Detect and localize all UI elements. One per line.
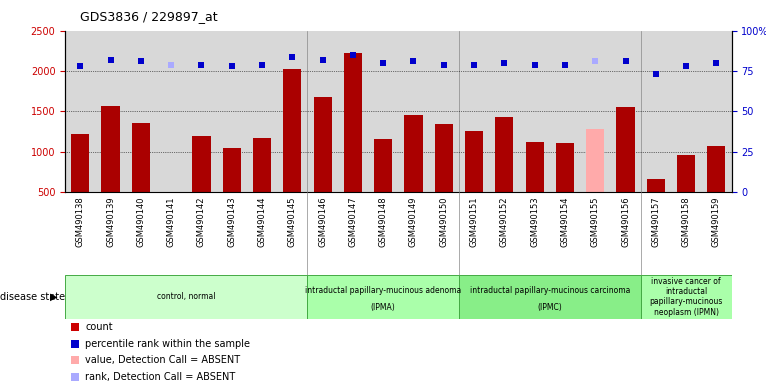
Text: GSM490156: GSM490156 bbox=[621, 196, 630, 247]
Text: GSM490151: GSM490151 bbox=[470, 196, 479, 247]
Text: count: count bbox=[85, 321, 113, 331]
Text: disease state: disease state bbox=[0, 291, 65, 302]
Bar bbox=[586, 129, 604, 192]
Bar bbox=[404, 115, 423, 192]
Text: (IPMC): (IPMC) bbox=[538, 303, 562, 312]
Text: GSM490154: GSM490154 bbox=[561, 196, 569, 247]
Text: intraductal papillary-mucinous adenoma: intraductal papillary-mucinous adenoma bbox=[305, 286, 461, 295]
Text: GSM490149: GSM490149 bbox=[409, 196, 418, 247]
Bar bbox=[617, 107, 634, 192]
Text: GSM490140: GSM490140 bbox=[136, 196, 146, 247]
Text: GSM490142: GSM490142 bbox=[197, 196, 206, 247]
Bar bbox=[434, 124, 453, 192]
Text: GSM490150: GSM490150 bbox=[439, 196, 448, 247]
Text: GSM490139: GSM490139 bbox=[106, 196, 115, 247]
Text: GDS3836 / 229897_at: GDS3836 / 229897_at bbox=[80, 10, 218, 23]
Text: GSM490157: GSM490157 bbox=[651, 196, 660, 247]
Text: GSM490152: GSM490152 bbox=[500, 196, 509, 247]
Text: GSM490159: GSM490159 bbox=[712, 196, 721, 247]
Text: GSM490145: GSM490145 bbox=[288, 196, 296, 247]
Bar bbox=[132, 122, 150, 192]
Bar bbox=[647, 179, 665, 192]
Text: GSM490138: GSM490138 bbox=[76, 196, 85, 247]
Bar bbox=[344, 53, 362, 192]
Text: control, normal: control, normal bbox=[157, 292, 215, 301]
Text: GSM490141: GSM490141 bbox=[167, 196, 175, 247]
Bar bbox=[640, 275, 732, 319]
Bar bbox=[465, 131, 483, 192]
Bar bbox=[65, 275, 307, 319]
Text: GSM490146: GSM490146 bbox=[318, 196, 327, 247]
Bar bbox=[253, 138, 271, 192]
Bar bbox=[192, 136, 211, 192]
Bar bbox=[313, 97, 332, 192]
Text: ▶: ▶ bbox=[50, 291, 57, 302]
Text: rank, Detection Call = ABSENT: rank, Detection Call = ABSENT bbox=[85, 372, 235, 382]
Text: percentile rank within the sample: percentile rank within the sample bbox=[85, 339, 250, 349]
Text: intraductal papillary-mucinous carcinoma: intraductal papillary-mucinous carcinoma bbox=[470, 286, 630, 295]
Bar bbox=[101, 106, 119, 192]
Bar bbox=[459, 275, 640, 319]
Text: GSM490147: GSM490147 bbox=[349, 196, 358, 247]
Text: (IPMA): (IPMA) bbox=[371, 303, 395, 312]
Text: GSM490148: GSM490148 bbox=[378, 196, 388, 247]
Bar bbox=[307, 275, 459, 319]
Bar bbox=[677, 155, 696, 192]
Bar bbox=[556, 143, 574, 192]
Bar bbox=[71, 134, 90, 192]
Text: invasive cancer of
intraductal
papillary-mucinous
neoplasm (IPMN): invasive cancer of intraductal papillary… bbox=[650, 276, 723, 317]
Text: value, Detection Call = ABSENT: value, Detection Call = ABSENT bbox=[85, 356, 241, 366]
Bar bbox=[496, 117, 513, 192]
Text: GSM490143: GSM490143 bbox=[228, 196, 236, 247]
Text: GSM490155: GSM490155 bbox=[591, 196, 600, 247]
Text: GSM490144: GSM490144 bbox=[257, 196, 267, 247]
Text: GSM490158: GSM490158 bbox=[682, 196, 691, 247]
Bar bbox=[707, 146, 725, 192]
Bar bbox=[283, 70, 301, 192]
Text: GSM490153: GSM490153 bbox=[530, 196, 539, 247]
Bar bbox=[525, 142, 544, 192]
Bar bbox=[374, 139, 392, 192]
Bar bbox=[223, 149, 241, 192]
